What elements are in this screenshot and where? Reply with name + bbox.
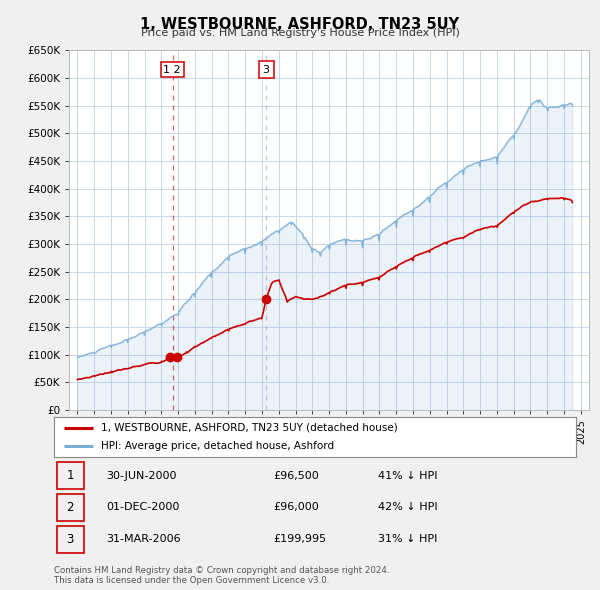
Text: £96,000: £96,000 <box>273 503 319 512</box>
FancyBboxPatch shape <box>56 526 84 553</box>
Text: £199,995: £199,995 <box>273 535 326 544</box>
Text: 41% ↓ HPI: 41% ↓ HPI <box>377 471 437 480</box>
Text: 1 2: 1 2 <box>163 64 181 74</box>
Text: 42% ↓ HPI: 42% ↓ HPI <box>377 503 437 512</box>
Text: 31-MAR-2006: 31-MAR-2006 <box>106 535 181 544</box>
Text: 3: 3 <box>263 64 269 74</box>
Text: 30-JUN-2000: 30-JUN-2000 <box>106 471 176 480</box>
Text: 31% ↓ HPI: 31% ↓ HPI <box>377 535 437 544</box>
Text: HPI: Average price, detached house, Ashford: HPI: Average price, detached house, Ashf… <box>101 441 334 451</box>
Text: Price paid vs. HM Land Registry's House Price Index (HPI): Price paid vs. HM Land Registry's House … <box>140 28 460 38</box>
FancyBboxPatch shape <box>56 462 84 489</box>
Text: Contains HM Land Registry data © Crown copyright and database right 2024.
This d: Contains HM Land Registry data © Crown c… <box>54 566 389 585</box>
Text: 1, WESTBOURNE, ASHFORD, TN23 5UY (detached house): 1, WESTBOURNE, ASHFORD, TN23 5UY (detach… <box>101 423 398 433</box>
Text: 3: 3 <box>67 533 74 546</box>
Text: 01-DEC-2000: 01-DEC-2000 <box>106 503 179 512</box>
Text: 2: 2 <box>67 501 74 514</box>
Text: £96,500: £96,500 <box>273 471 319 480</box>
Text: 1: 1 <box>67 469 74 482</box>
FancyBboxPatch shape <box>56 494 84 521</box>
Text: 1, WESTBOURNE, ASHFORD, TN23 5UY: 1, WESTBOURNE, ASHFORD, TN23 5UY <box>140 17 460 31</box>
